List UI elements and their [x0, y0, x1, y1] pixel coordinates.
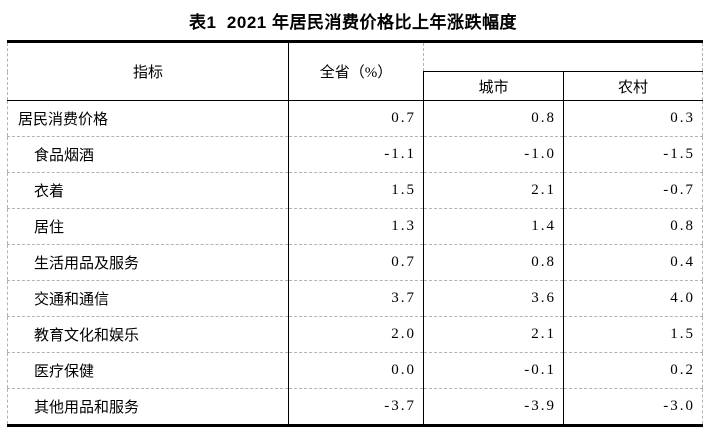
- city-value-cell: 3.6: [423, 280, 564, 317]
- city-value-cell: -0.1: [423, 352, 564, 389]
- city-value-cell: 0.8: [423, 244, 564, 281]
- province-value-cell: 0.7: [288, 244, 424, 281]
- province-value-cell: 2.0: [288, 316, 424, 353]
- table-row: 居住 1.3 1.4 0.8: [7, 208, 703, 245]
- rural-value-cell: -0.7: [563, 172, 703, 209]
- rural-value-cell: -3.0: [563, 388, 703, 426]
- indicator-cell: 医疗保健: [7, 352, 289, 389]
- indicator-cell: 生活用品及服务: [7, 244, 289, 281]
- header-city: 城市: [423, 71, 564, 101]
- rural-value-cell: 1.5: [563, 316, 703, 353]
- table-row: 居民消费价格 0.7 0.8 0.3: [7, 100, 703, 137]
- province-value-cell: -1.1: [288, 136, 424, 173]
- province-value-cell: 1.3: [288, 208, 424, 245]
- province-value-cell: 0.0: [288, 352, 424, 389]
- province-value-cell: 3.7: [288, 280, 424, 317]
- province-value-cell: -3.7: [288, 388, 424, 426]
- rural-value-cell: 0.3: [563, 100, 703, 137]
- page-title: 表1 2021 年居民消费价格比上年涨跌幅度: [189, 13, 517, 32]
- table-row: 交通和通信 3.7 3.6 4.0: [7, 280, 703, 317]
- header-row-sub: 城市 农村: [8, 71, 703, 101]
- indicator-cell: 教育文化和娱乐: [7, 316, 289, 353]
- indicator-cell: 居住: [7, 208, 289, 245]
- city-value-cell: 1.4: [423, 208, 564, 245]
- rural-value-cell: 4.0: [563, 280, 703, 317]
- cpi-table: 指标 全省（%） 城市 农村 居民消费价格 0.7 0.8 0.3 食品烟酒 -…: [7, 40, 703, 427]
- city-value-cell: -1.0: [423, 136, 564, 173]
- city-value-cell: -3.9: [423, 388, 564, 426]
- city-value-cell: 0.8: [423, 100, 564, 137]
- table-row: 医疗保健 0.0 -0.1 0.2: [7, 352, 703, 389]
- table-row: 食品烟酒 -1.1 -1.0 -1.5: [7, 136, 703, 173]
- rural-value-cell: 0.2: [563, 352, 703, 389]
- header-row-top: 指标 全省（%）: [7, 41, 703, 101]
- table-row: 教育文化和娱乐 2.0 2.1 1.5: [7, 316, 703, 353]
- table-row: 生活用品及服务 0.7 0.8 0.4: [7, 244, 703, 281]
- indicator-cell: 交通和通信: [7, 280, 289, 317]
- header-province: 全省（%）: [319, 65, 393, 81]
- header-indicator: 指标: [7, 41, 289, 101]
- table-row: 衣着 1.5 2.1 -0.7: [7, 172, 703, 209]
- table-header: 指标 全省（%） 城市 农村: [7, 41, 703, 101]
- city-value-cell: 2.1: [423, 172, 564, 209]
- header-group-spacer: [423, 41, 703, 72]
- indicator-cell: 衣着: [7, 172, 289, 209]
- province-value-cell: 0.7: [288, 100, 424, 137]
- rural-value-cell: 0.4: [563, 244, 703, 281]
- header-rural: 农村: [617, 79, 648, 96]
- city-value-cell: 2.1: [423, 316, 564, 353]
- table-row: 其他用品和服务 -3.7 -3.9 -3.0: [7, 388, 703, 426]
- rural-value-cell: 0.8: [563, 208, 703, 245]
- indicator-cell: 食品烟酒: [7, 136, 289, 173]
- indicator-cell: 其他用品和服务: [7, 388, 289, 426]
- province-value-cell: 1.5: [288, 172, 424, 209]
- indicator-cell: 居民消费价格: [7, 100, 289, 137]
- table-body: 居民消费价格 0.7 0.8 0.3 食品烟酒 -1.1 -1.0 -1.5 衣…: [7, 100, 703, 426]
- rural-value-cell: -1.5: [563, 136, 703, 173]
